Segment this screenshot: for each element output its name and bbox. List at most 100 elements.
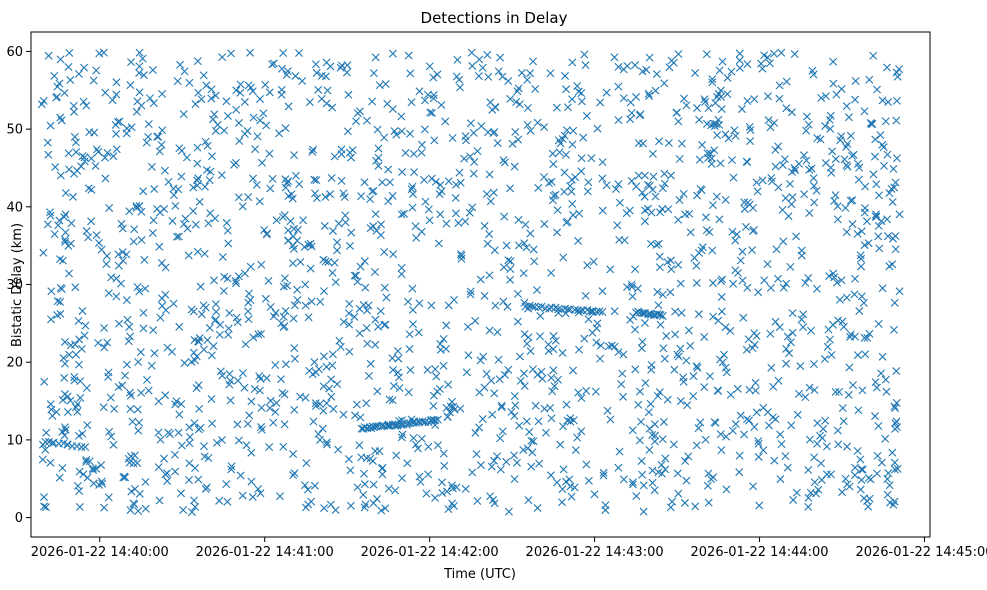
data-point: [584, 178, 593, 187]
data-point: [284, 192, 293, 201]
data-point: [716, 86, 725, 95]
data-point: [500, 158, 509, 167]
data-point: [888, 448, 897, 457]
data-point: [440, 461, 449, 470]
data-point: [184, 251, 193, 260]
data-point: [496, 434, 505, 443]
data-point: [353, 109, 362, 118]
data-point: [799, 151, 808, 160]
data-point: [789, 495, 798, 504]
data-point: [875, 244, 884, 253]
data-point: [400, 209, 409, 218]
data-point: [528, 365, 537, 374]
data-point: [374, 161, 383, 170]
data-point: [535, 332, 544, 341]
data-point: [311, 60, 320, 69]
data-point: [520, 239, 529, 248]
data-point: [397, 127, 406, 136]
data-point: [241, 340, 250, 349]
data-point: [83, 421, 92, 430]
data-point: [766, 329, 775, 338]
data-point: [828, 320, 837, 329]
data-point: [196, 282, 205, 291]
data-point: [380, 133, 389, 142]
data-point: [883, 63, 892, 72]
data-point: [125, 322, 134, 331]
data-point: [141, 477, 150, 486]
data-point: [835, 295, 844, 304]
data-point: [377, 506, 386, 515]
data-point: [312, 194, 321, 203]
data-point: [793, 410, 802, 419]
data-point: [833, 215, 842, 224]
data-point: [515, 352, 524, 361]
data-point: [60, 431, 69, 440]
data-point: [126, 332, 135, 341]
data-point: [399, 420, 408, 429]
data-point: [405, 330, 414, 339]
data-point: [91, 162, 100, 171]
data-point: [461, 484, 470, 493]
data-point: [46, 208, 55, 217]
data-point: [506, 275, 515, 284]
x-tick-label: 2026-01-22 14:43:00: [526, 545, 664, 560]
data-point: [70, 132, 79, 141]
data-point: [56, 171, 65, 180]
data-point: [171, 467, 180, 476]
data-point: [658, 435, 667, 444]
data-point: [785, 349, 794, 358]
data-point: [246, 48, 255, 57]
data-point: [582, 460, 591, 469]
data-point: [303, 485, 312, 494]
data-point: [337, 176, 346, 185]
data-point: [415, 87, 424, 96]
data-point: [135, 48, 144, 57]
data-point: [893, 423, 902, 432]
data-point: [729, 173, 738, 182]
data-point: [355, 329, 364, 338]
data-point: [863, 333, 872, 342]
data-point: [700, 383, 709, 392]
data-point: [674, 260, 683, 269]
data-point: [765, 421, 774, 430]
data-point: [256, 489, 265, 498]
data-point: [599, 471, 608, 480]
data-point: [520, 330, 529, 339]
data-point: [738, 247, 747, 256]
data-point: [771, 415, 780, 424]
data-point: [655, 263, 664, 272]
data-point: [475, 423, 484, 432]
data-point: [466, 119, 475, 128]
data-point: [510, 392, 519, 401]
data-point: [388, 191, 397, 200]
data-point: [558, 498, 567, 507]
data-point: [807, 164, 816, 173]
data-point: [233, 318, 242, 327]
data-point: [60, 235, 69, 244]
data-point: [627, 108, 636, 117]
data-point: [134, 357, 143, 366]
data-point: [63, 440, 72, 449]
data-point: [308, 147, 317, 156]
data-point: [271, 308, 280, 317]
data-point: [504, 507, 513, 516]
data-point: [471, 428, 480, 437]
data-point: [631, 365, 640, 374]
data-point: [477, 122, 486, 131]
data-point: [515, 100, 524, 109]
data-point: [374, 322, 383, 331]
data-point: [408, 203, 417, 212]
data-point: [442, 321, 451, 330]
data-point: [122, 250, 131, 259]
data-point: [485, 271, 494, 280]
data-point: [623, 61, 632, 70]
data-point: [648, 149, 657, 158]
data-point: [189, 348, 198, 357]
data-point: [758, 176, 767, 185]
data-point: [748, 344, 757, 352]
data-point: [820, 355, 829, 364]
data-point: [147, 361, 156, 370]
data-point: [845, 482, 854, 491]
data-point: [596, 98, 605, 107]
